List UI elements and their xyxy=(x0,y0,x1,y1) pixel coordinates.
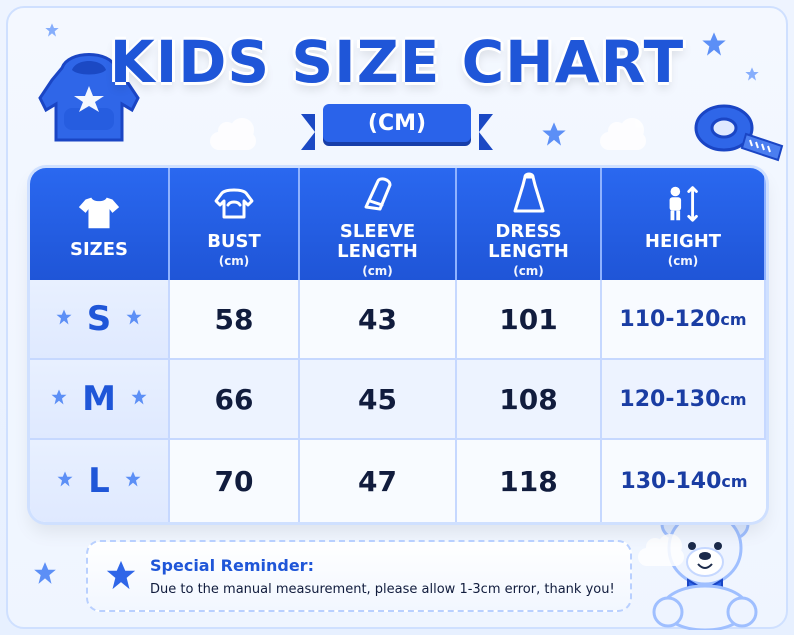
unit-ribbon: (CM) xyxy=(301,104,493,150)
star-icon xyxy=(50,388,68,410)
height-cell: 110-120 cm xyxy=(602,280,766,360)
star-icon xyxy=(744,66,760,86)
height-cell: 120-130 cm xyxy=(602,360,766,440)
header-unit: (cm) xyxy=(362,264,393,278)
bust-icon xyxy=(211,180,257,226)
star-icon xyxy=(125,308,143,330)
star-icon xyxy=(44,22,60,42)
cell-value: 130-140 xyxy=(620,468,722,494)
height-icon xyxy=(660,180,706,226)
reminder-title: Special Reminder: xyxy=(150,556,314,575)
dress-cell: 101 xyxy=(457,280,602,360)
cell-value: 45 xyxy=(358,382,397,416)
bust-cell: 70 xyxy=(170,440,300,522)
dress-cell: 118 xyxy=(457,440,602,522)
cell-value: 70 xyxy=(214,464,254,498)
measuring-tape-icon xyxy=(690,98,786,170)
cell-unit: cm xyxy=(721,471,748,491)
header-unit: (cm) xyxy=(667,254,699,268)
header-bust: BUST (cm) xyxy=(170,168,300,280)
page-title: KIDS SIZE CHART xyxy=(109,28,685,96)
sleeve-cell: 43 xyxy=(300,280,457,360)
cell-value: 43 xyxy=(358,302,397,336)
size-cell: S xyxy=(30,280,170,360)
star-icon xyxy=(104,558,138,596)
header-unit: (cm) xyxy=(513,264,544,278)
size-label: S xyxy=(86,299,112,339)
cell-value: 58 xyxy=(214,302,254,336)
cell-value: 118 xyxy=(499,464,558,498)
cloud-icon xyxy=(600,118,646,150)
star-icon xyxy=(55,308,73,330)
star-icon xyxy=(32,560,58,590)
size-table: SIZES BUST (cm) xyxy=(30,168,766,522)
header-dress-length: DRESS LENGTH (cm) xyxy=(457,168,602,280)
header-sleeve-length: SLEEVE LENGTH (cm) xyxy=(300,168,457,280)
star-icon xyxy=(124,470,142,492)
star-icon xyxy=(130,388,148,410)
header-unit: (cm) xyxy=(218,254,250,268)
cell-value: 101 xyxy=(499,302,558,336)
size-label: M xyxy=(82,379,116,419)
cell-value: 47 xyxy=(358,464,397,498)
cell-unit: cm xyxy=(720,389,747,409)
bust-cell: 58 xyxy=(170,280,300,360)
header-label: DRESS LENGTH xyxy=(488,221,569,262)
header-sizes: SIZES xyxy=(30,168,170,280)
cell-unit: cm xyxy=(720,309,747,329)
cloud-icon xyxy=(638,534,684,566)
size-cell: L xyxy=(30,440,170,522)
cloud-icon xyxy=(210,118,256,150)
dress-icon xyxy=(506,170,552,216)
dress-cell: 108 xyxy=(457,360,602,440)
header-height: HEIGHT (cm) xyxy=(602,168,766,280)
size-label: L xyxy=(88,461,110,501)
cell-value: 108 xyxy=(499,382,558,416)
star-icon xyxy=(540,120,568,152)
size-cell: M xyxy=(30,360,170,440)
sleeve-icon xyxy=(355,170,401,216)
cell-value: 66 xyxy=(214,382,254,416)
tshirt-icon xyxy=(76,188,122,234)
cell-value: 120-130 xyxy=(619,386,721,412)
sleeve-cell: 45 xyxy=(300,360,457,440)
star-icon xyxy=(56,470,74,492)
star-icon xyxy=(700,30,728,62)
header-label: SIZES xyxy=(70,239,128,260)
bust-cell: 66 xyxy=(170,360,300,440)
special-reminder: Special Reminder: Due to the manual meas… xyxy=(86,540,632,612)
sleeve-cell: 47 xyxy=(300,440,457,522)
header-label: BUST xyxy=(207,231,261,252)
cell-value: 110-120 xyxy=(619,306,721,332)
header-label: SLEEVE LENGTH xyxy=(337,221,418,262)
height-cell: 130-140 cm xyxy=(602,440,766,522)
hoodie-icon xyxy=(34,40,144,150)
reminder-text: Due to the manual measurement, please al… xyxy=(150,582,615,597)
header-label: HEIGHT xyxy=(644,231,722,252)
